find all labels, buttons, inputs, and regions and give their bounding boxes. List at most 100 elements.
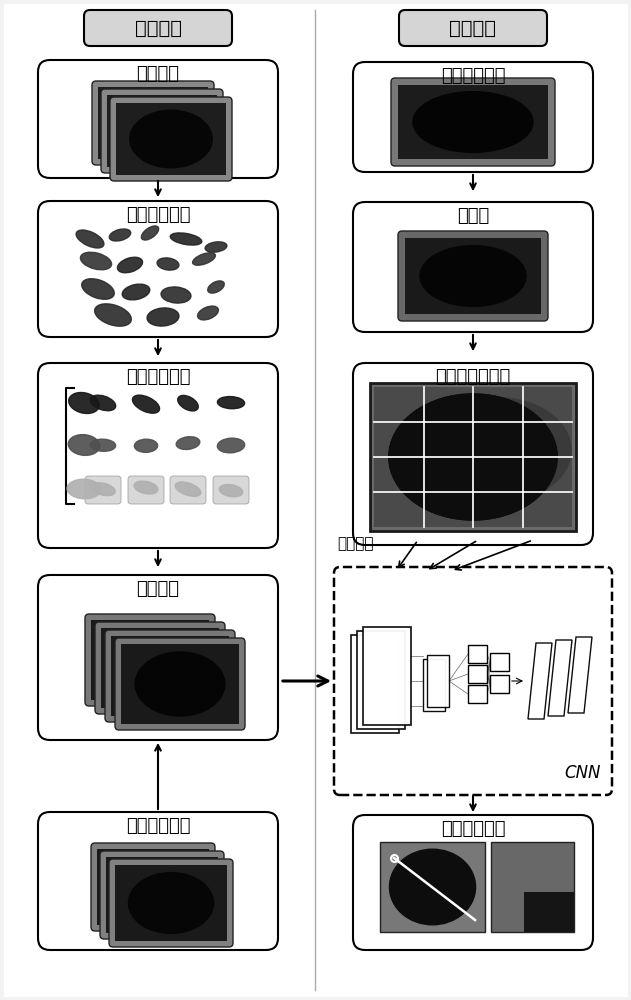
Bar (524, 892, 574, 932)
Ellipse shape (134, 439, 158, 452)
FancyBboxPatch shape (38, 201, 278, 337)
Ellipse shape (175, 482, 201, 496)
Bar (116, 103, 226, 175)
Bar (351, 635, 399, 733)
FancyBboxPatch shape (92, 81, 214, 165)
FancyBboxPatch shape (353, 62, 593, 172)
Bar (357, 631, 405, 729)
Bar (363, 627, 411, 725)
Bar (374, 387, 572, 527)
Ellipse shape (109, 229, 131, 241)
Ellipse shape (220, 485, 243, 497)
Text: 分区等分并编号: 分区等分并编号 (435, 368, 510, 386)
Ellipse shape (82, 279, 114, 299)
Ellipse shape (80, 252, 112, 270)
Ellipse shape (141, 226, 158, 240)
FancyBboxPatch shape (105, 630, 235, 722)
Ellipse shape (105, 628, 195, 692)
Text: 分块分类: 分块分类 (337, 536, 374, 552)
Ellipse shape (119, 865, 204, 925)
Ellipse shape (122, 284, 150, 300)
Ellipse shape (115, 636, 205, 700)
Bar (423, 659, 445, 711)
Bar (111, 636, 229, 716)
FancyBboxPatch shape (170, 476, 206, 504)
Text: CNN: CNN (564, 764, 600, 782)
Ellipse shape (389, 394, 557, 520)
Ellipse shape (198, 306, 218, 320)
Ellipse shape (90, 439, 115, 451)
FancyBboxPatch shape (353, 815, 593, 950)
Text: 原始输入图像: 原始输入图像 (440, 67, 505, 85)
Ellipse shape (423, 397, 571, 502)
FancyBboxPatch shape (115, 638, 245, 730)
FancyBboxPatch shape (38, 363, 278, 548)
Ellipse shape (176, 437, 200, 450)
Text: 虚拟瑕疵生成: 虚拟瑕疵生成 (126, 368, 191, 386)
Bar (97, 849, 209, 925)
Bar (468, 665, 487, 683)
Ellipse shape (147, 308, 179, 326)
FancyBboxPatch shape (101, 89, 223, 173)
Polygon shape (528, 643, 552, 719)
FancyBboxPatch shape (38, 812, 278, 950)
Bar (115, 865, 227, 941)
Bar (490, 653, 509, 671)
Bar (106, 857, 218, 933)
FancyBboxPatch shape (213, 476, 249, 504)
Ellipse shape (157, 258, 179, 270)
Ellipse shape (110, 857, 196, 917)
FancyBboxPatch shape (84, 10, 232, 46)
Text: 真实合格样本: 真实合格样本 (126, 817, 191, 835)
FancyBboxPatch shape (110, 97, 232, 181)
Ellipse shape (91, 483, 115, 496)
Bar (101, 628, 219, 708)
Polygon shape (548, 640, 572, 716)
Bar (398, 85, 548, 159)
Ellipse shape (170, 233, 202, 245)
Bar (468, 645, 487, 663)
Ellipse shape (218, 397, 245, 409)
FancyBboxPatch shape (85, 476, 121, 504)
Ellipse shape (135, 652, 225, 716)
Ellipse shape (121, 102, 203, 160)
Ellipse shape (217, 438, 245, 453)
FancyBboxPatch shape (38, 575, 278, 740)
Ellipse shape (178, 395, 198, 411)
Ellipse shape (117, 257, 143, 273)
Ellipse shape (112, 94, 194, 152)
FancyBboxPatch shape (399, 10, 547, 46)
Ellipse shape (125, 644, 215, 708)
Ellipse shape (389, 849, 476, 925)
FancyBboxPatch shape (128, 476, 164, 504)
FancyBboxPatch shape (334, 567, 612, 795)
Ellipse shape (69, 393, 99, 413)
Bar (121, 644, 239, 724)
Bar (468, 685, 487, 703)
FancyBboxPatch shape (353, 363, 593, 545)
FancyBboxPatch shape (95, 622, 225, 714)
Ellipse shape (90, 395, 115, 411)
Ellipse shape (133, 395, 160, 413)
FancyBboxPatch shape (91, 843, 215, 931)
Ellipse shape (420, 246, 526, 306)
Bar (380, 842, 485, 932)
Text: 预处理: 预处理 (457, 207, 489, 225)
Ellipse shape (130, 110, 212, 168)
FancyBboxPatch shape (85, 614, 215, 706)
Text: 瑕疵区域提取: 瑕疵区域提取 (126, 206, 191, 224)
Ellipse shape (134, 481, 158, 494)
Ellipse shape (389, 394, 557, 520)
FancyBboxPatch shape (353, 202, 593, 332)
FancyBboxPatch shape (398, 231, 548, 321)
Ellipse shape (129, 873, 213, 933)
Bar (491, 842, 574, 932)
Bar (91, 620, 209, 700)
Text: 合成样本: 合成样本 (136, 580, 179, 598)
Ellipse shape (161, 287, 191, 303)
Ellipse shape (68, 435, 100, 455)
Ellipse shape (205, 242, 227, 252)
Text: 检测阶段: 检测阶段 (449, 18, 497, 37)
FancyBboxPatch shape (109, 859, 233, 947)
Bar (490, 675, 509, 693)
